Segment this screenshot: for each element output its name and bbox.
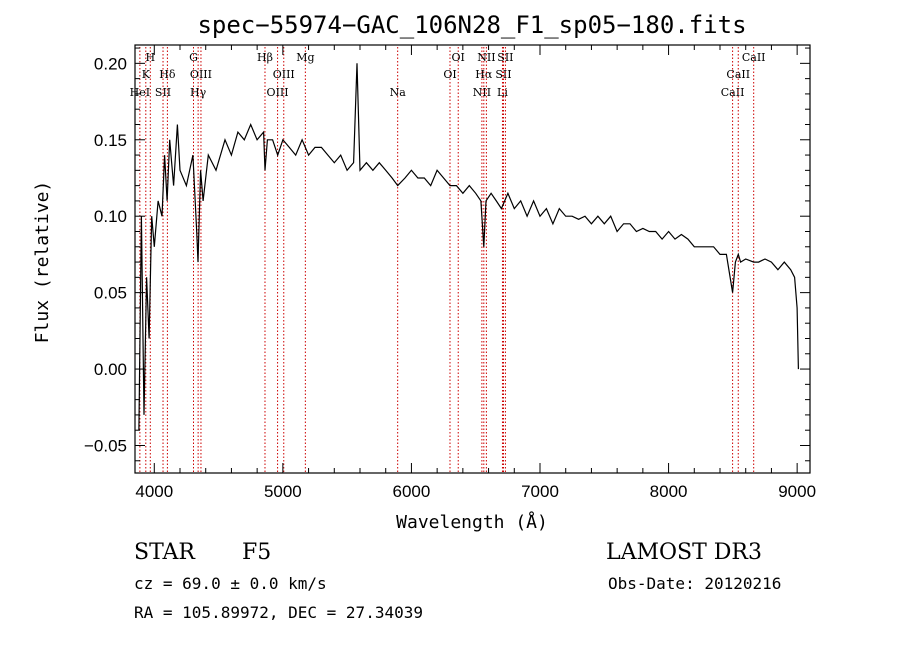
x-tick-label: 5000 [264,482,302,501]
x-tick-labels: 4000 5000 6000 7000 8000 9000 [135,482,816,501]
x-tick-label: 8000 [650,482,688,501]
line-marker-label: OIII [190,68,212,81]
y-tick-label: 0.20 [94,54,127,73]
line-marker-label: Hβ [257,51,273,64]
line-marker-label: OI [452,51,465,64]
line-marker-label: NII [473,86,491,99]
x-tick-label: 9000 [778,482,816,501]
line-marker-label: Hα [475,68,493,81]
line-marker-label: CaII [721,86,745,99]
line-marker-label: SII [495,68,511,81]
line-marker-label: CaII [742,51,766,64]
line-marker-label: NII [477,51,495,64]
line-marker-label: Na [390,86,407,99]
line-marker-label: CaII [726,68,750,81]
coordinates-text: RA = 105.89972, DEC = 27.34039 [134,603,423,622]
line-marker-label: OIII [267,86,289,99]
line-marker-label: H [146,51,156,64]
y-tick-label: −0.05 [84,436,127,455]
y-tick-label: 0.10 [94,207,127,226]
y-tick-label: 0.15 [94,131,127,150]
line-marker-label: SII [497,51,513,64]
spectrum-line [138,63,799,431]
line-markers: HeIKHSIIHδGHγOIIIHβOIIIOIIIMgNaOIOINIIHα… [130,47,766,473]
y-tick-label: 0.00 [94,360,127,379]
line-marker-label: Hδ [159,68,176,81]
obs-date-text: Obs-Date: 20120216 [608,574,782,593]
y-tick-label: 0.05 [94,284,127,303]
y-axis-label: Flux (relative) [32,181,53,344]
plot-frame [134,44,811,474]
redshift-text: cz = 69.0 ± 0.0 km/s [134,574,327,593]
chart-title: spec−55974−GAC_106N28_F1_sp05−180.fits [197,11,746,39]
line-marker-label: Hγ [190,86,207,99]
x-tick-label: 7000 [521,482,559,501]
axis-ticks [135,45,810,473]
x-tick-label: 4000 [135,482,173,501]
line-marker-label: OI [443,68,456,81]
object-subclass: F5 [242,540,272,565]
line-marker-label: Mg [296,51,314,64]
line-marker-label: K [142,68,151,81]
y-tick-labels: −0.05 0.00 0.05 0.10 0.15 0.20 [84,54,127,455]
line-marker-label: HeI [130,86,150,99]
object-class: STAR [134,540,195,565]
x-axis-label: Wavelength (Å) [396,511,548,533]
line-marker-label: Li [497,86,508,99]
line-marker-label: OIII [273,68,295,81]
line-marker-label: G [189,51,198,64]
line-marker-label: SII [155,86,171,99]
survey-name: LAMOST DR3 [606,540,762,565]
x-tick-label: 6000 [393,482,431,501]
